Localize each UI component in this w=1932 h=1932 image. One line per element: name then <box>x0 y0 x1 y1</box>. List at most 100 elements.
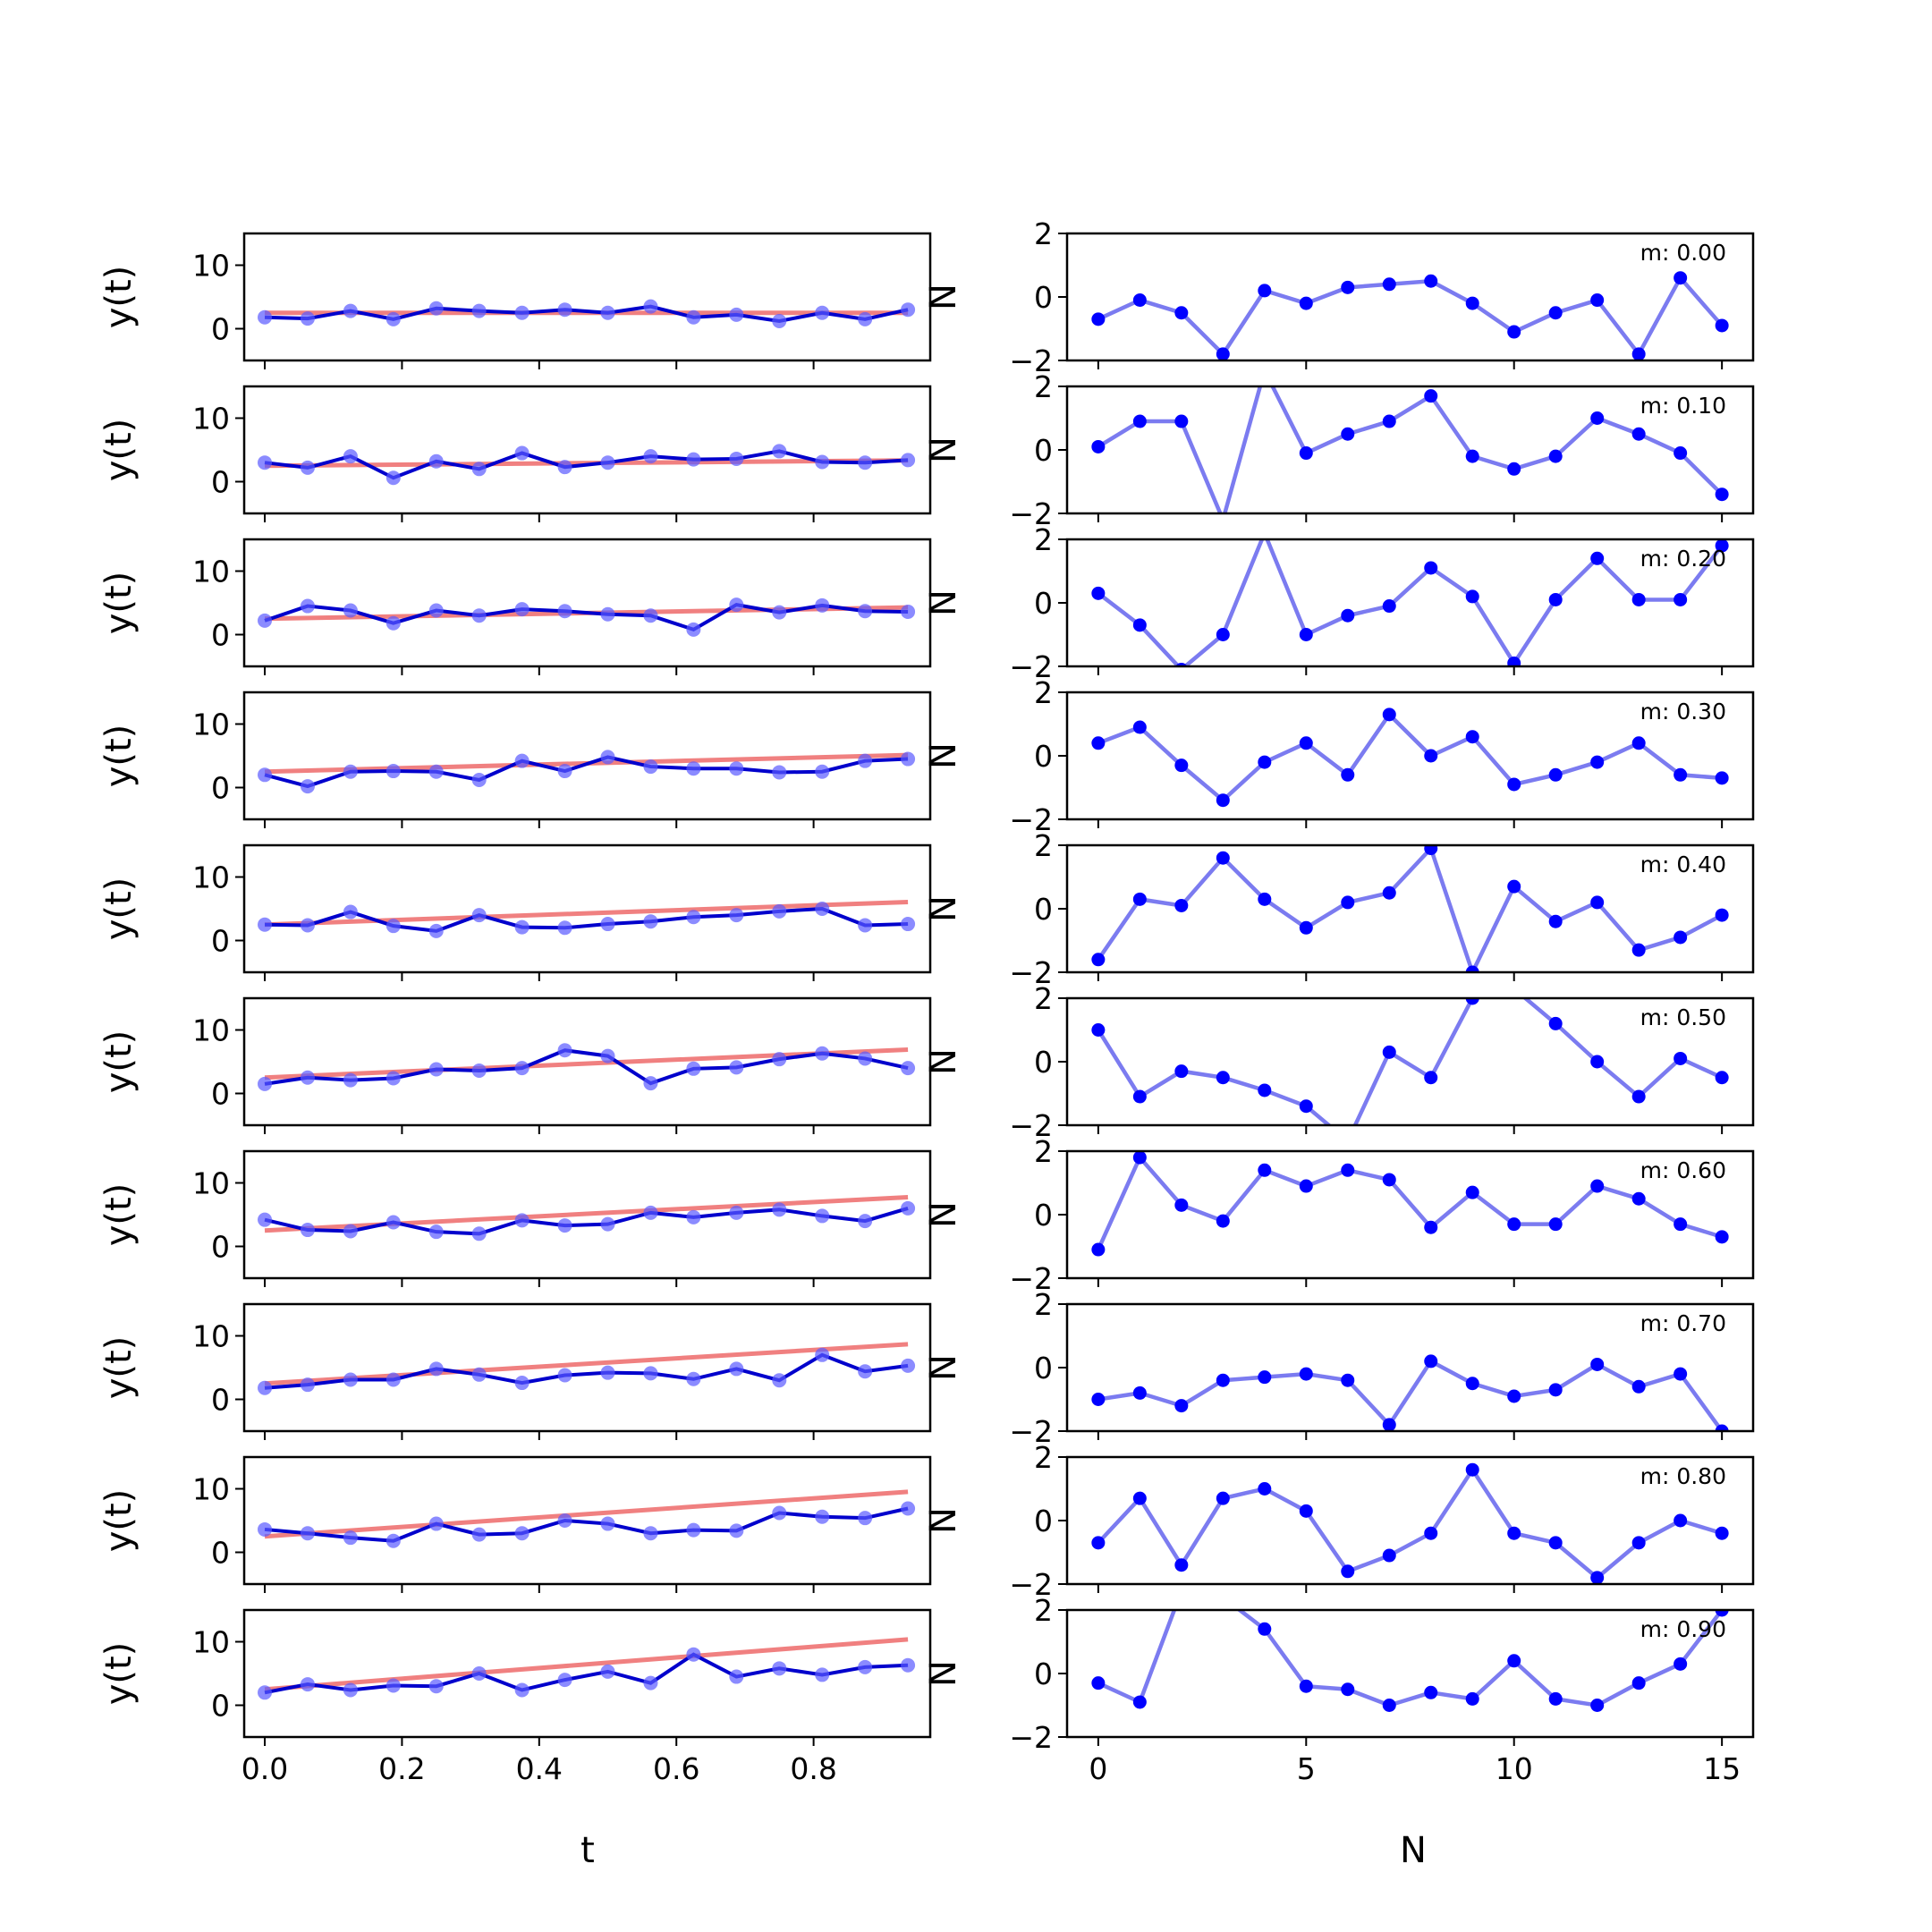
residual-point <box>1465 296 1479 310</box>
data-line <box>264 1506 909 1543</box>
fit-line <box>264 1637 909 1692</box>
residual-point <box>1548 1691 1563 1706</box>
x-tick-label: 0.6 <box>653 1751 699 1786</box>
residual-point <box>1299 1504 1313 1518</box>
residual-point <box>1258 1622 1272 1636</box>
residual-point <box>1091 312 1106 326</box>
residual-point <box>1631 427 1646 441</box>
data-point <box>729 1361 744 1377</box>
data-point <box>729 908 744 923</box>
residual-point <box>1299 920 1313 935</box>
data-point <box>643 1366 658 1381</box>
residual-point <box>1216 1590 1230 1604</box>
right-y-axis-label: N <box>923 589 964 616</box>
data-point <box>300 1526 315 1541</box>
left-panel: 0 10 y(t) <box>98 1302 932 1440</box>
residual-point <box>1258 1083 1272 1097</box>
residual-line <box>1097 539 1724 666</box>
data-point <box>514 1682 530 1698</box>
y-tick-label: 2 <box>1034 1134 1053 1169</box>
y-tick-label: −2 <box>1009 955 1053 990</box>
data-point <box>514 1376 530 1391</box>
right-panel: N −2 0 2 m: 0.40 <box>923 828 1755 990</box>
left-axes-frame <box>242 1608 932 1739</box>
residual-point <box>1590 293 1605 308</box>
data-point <box>643 1205 658 1220</box>
left-y-axis-label: y(t) <box>98 724 140 788</box>
residual-point <box>1674 1217 1688 1232</box>
residual-point <box>1299 296 1313 310</box>
residual-point <box>1258 892 1272 906</box>
y-tick-label: −2 <box>1009 1261 1053 1296</box>
residual-point <box>1590 1179 1605 1193</box>
data-point <box>901 1657 916 1673</box>
y-tick-label: 2 <box>1034 216 1053 251</box>
right-x-axis-label: N <box>1400 1830 1427 1871</box>
data-point <box>300 598 315 614</box>
data-point <box>729 1669 744 1684</box>
residual-line <box>1097 1358 1724 1431</box>
residual-point <box>1631 1191 1646 1206</box>
left-axes-frame <box>242 1149 932 1280</box>
residual-point <box>1174 1558 1189 1572</box>
data-point <box>471 1226 487 1241</box>
data-point <box>600 917 615 932</box>
residual-point <box>1715 1230 1729 1244</box>
residual-point <box>1465 449 1479 463</box>
left-axes-frame <box>242 996 932 1127</box>
residual-point <box>1132 1385 1147 1400</box>
data-point <box>514 1061 530 1076</box>
y-tick-label: 0 <box>1034 1504 1053 1538</box>
residual-point <box>1216 347 1230 360</box>
residual-point <box>1299 1679 1313 1693</box>
residual-point <box>1091 1242 1106 1257</box>
data-point <box>600 1216 615 1232</box>
left-panel: 0 10 y(t) <box>98 843 932 981</box>
data-point <box>471 1527 487 1542</box>
left-axes-frame <box>242 538 932 668</box>
residual-point <box>1590 1055 1605 1069</box>
residual-point <box>1507 1389 1521 1403</box>
x-tick-label: 10 <box>1496 1751 1533 1786</box>
left-panel: 0 10 y(t) <box>98 232 932 369</box>
residual-point <box>1507 656 1521 666</box>
data-line <box>264 449 909 480</box>
residual-point <box>1424 845 1438 856</box>
left-panel: 0 10 0.0 0.2 0.4 0.6 0.8 y(t) <box>98 1608 932 1786</box>
left-panel: 0 10 y(t) <box>98 1455 932 1593</box>
residual-point <box>1715 1424 1729 1431</box>
data-line <box>264 755 909 789</box>
residual-point <box>1174 898 1189 912</box>
residual-point <box>1341 767 1355 782</box>
data-point <box>901 1061 916 1076</box>
data-point <box>557 1043 572 1058</box>
right-y-axis-label: N <box>923 895 964 922</box>
slope-annotation: m: 0.90 <box>1640 1616 1726 1642</box>
data-point <box>557 1673 572 1688</box>
data-point <box>600 1048 615 1063</box>
y-tick-label: 10 <box>192 860 230 895</box>
x-tick-label: 0.2 <box>378 1751 425 1786</box>
residual-point <box>1341 1163 1355 1177</box>
data-point <box>686 1371 701 1386</box>
data-point <box>815 305 830 320</box>
residual-line <box>1097 711 1723 803</box>
residual-point <box>1341 280 1355 294</box>
y-tick-label: 2 <box>1034 828 1053 863</box>
residual-point <box>1174 1198 1189 1212</box>
right-panel: N −2 0 2 m: 0.10 <box>923 369 1755 531</box>
residual-point <box>1091 1536 1106 1550</box>
residual-point <box>1424 1071 1438 1085</box>
data-point <box>686 910 701 925</box>
left-panel: 0 10 y(t) <box>98 1149 932 1287</box>
data-point <box>600 1664 615 1679</box>
y-tick-label: −2 <box>1009 802 1053 837</box>
data-line <box>264 603 909 631</box>
residual-point <box>1715 1526 1729 1540</box>
residual-point <box>1424 389 1438 403</box>
data-line <box>264 1652 909 1695</box>
residual-point <box>1548 1217 1563 1232</box>
data-point <box>901 604 916 619</box>
right-y-axis-label: N <box>923 1201 964 1228</box>
